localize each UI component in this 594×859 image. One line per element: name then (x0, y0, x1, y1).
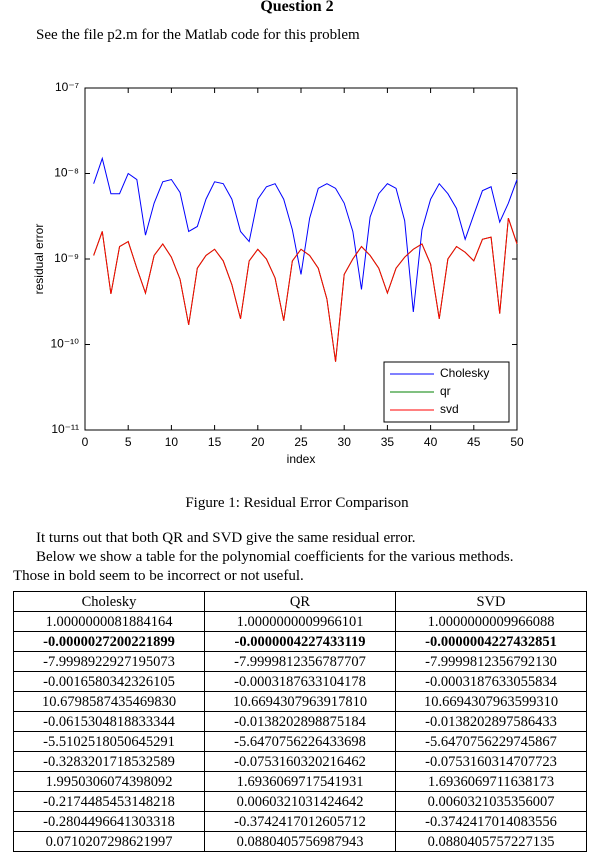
table-cell: 1.6936069711638173 (395, 771, 587, 792)
table-row: -5.5102518050645291 -5.6470756226433698 -5… (13, 731, 587, 752)
table-row: 1.0000000081884164 1.0000000009966101 1.00… (13, 611, 587, 632)
legend-label: qr (440, 384, 451, 398)
y-axis-label: residual error (32, 224, 46, 295)
paragraph: Those in bold seem to be incorrect or no… (13, 568, 304, 584)
table-cell: -0.0003187633055834 (395, 671, 587, 692)
table-row: -0.0615304818833344 -0.0138202898875184 -0… (13, 711, 587, 732)
table-cell: -0.0003187633104178 (204, 671, 396, 692)
column-header: Cholesky (13, 591, 205, 612)
x-tick-label: 0 (82, 435, 89, 449)
x-tick-label: 15 (208, 435, 222, 449)
table-cell: 0.0880405756987943 (204, 831, 396, 852)
table-cell: 10.6694307963599310 (395, 691, 587, 712)
table-cell: 1.0000000081884164 (13, 611, 205, 632)
table-cell: -5.5102518050645291 (13, 731, 205, 752)
table-row: 10.6798587435469830 10.6694307963917810 10… (13, 691, 587, 712)
x-tick-label: 5 (125, 435, 132, 449)
table-cell: -0.0138202897586433 (395, 711, 587, 732)
x-axis-label: index (287, 452, 316, 466)
table-row: -0.0000027200221899 -0.0000004227433119 -0… (13, 631, 587, 652)
paragraph: Below we show a table for the polynomial… (36, 549, 514, 565)
y-tick-label: 10⁻⁷ (55, 80, 79, 94)
table-cell: -0.0000027200221899 (13, 631, 205, 652)
table-row: 0.0710207298621997 0.0880405756987943 0.08… (13, 831, 587, 852)
x-tick-label: 45 (467, 435, 481, 449)
table-cell: -0.3283201718532589 (13, 751, 205, 772)
table-row: -0.2174485453148218 0.0060321031424642 0.0… (13, 791, 587, 812)
table-cell: 0.0880405757227135 (395, 831, 587, 852)
table-cell: -0.3742417012605712 (204, 811, 396, 832)
table-row: -0.3283201718532589 -0.0753160320216462 -0… (13, 751, 587, 772)
x-tick-label: 20 (251, 435, 265, 449)
legend-label: svd (440, 402, 459, 416)
column-header: QR (204, 591, 396, 612)
table-cell: -7.9999812356787707 (204, 651, 396, 672)
y-tick-label: 10⁻⁸ (54, 166, 79, 180)
table-cell: -0.3742417014083556 (395, 811, 587, 832)
chart: 0 5 10 15 20 25 30 35 40 45 50 10⁻¹¹ 10⁻¹⁰ 10⁻⁹ 10⁻⁸ 10… (32, 80, 524, 466)
table-cell: -0.0000004227432851 (395, 631, 587, 652)
table-cell: -0.2804496641303318 (13, 811, 205, 832)
table-row: 1.9950306074398092 1.6936069717541931 1.69… (13, 771, 587, 792)
y-tick-label: 10⁻⁹ (54, 251, 79, 265)
table-cell: -0.0753160314707723 (395, 751, 587, 772)
table-cell: 0.0710207298621997 (13, 831, 205, 852)
table-cell: -0.0138202898875184 (204, 711, 396, 732)
table-cell: 10.6694307963917810 (204, 691, 396, 712)
table-row: -0.2804496641303318 -0.3742417012605712 -0… (13, 811, 587, 832)
x-tick-label: 10 (165, 435, 179, 449)
table-cell: -5.6470756226433698 (204, 731, 396, 752)
x-tick-label: 25 (294, 435, 308, 449)
table: Cholesky QR SVD 1.0000000081884164 1.0000000… (13, 591, 587, 852)
series-line (93, 156, 518, 313)
table-cell: -0.2174485453148218 (13, 791, 205, 812)
y-tick-label: 10⁻¹¹ (51, 422, 79, 436)
table-row: -7.9998922927195073 -7.9999812356787707 -7… (13, 651, 587, 672)
table-cell: -7.9999812356792130 (395, 651, 587, 672)
table-cell: 1.9950306074398092 (13, 771, 205, 792)
x-tick-label: 50 (510, 435, 524, 449)
series-line (93, 218, 518, 362)
table-cell: -0.0000004227433119 (204, 631, 396, 652)
column-header: SVD (395, 591, 587, 612)
table-cell: -5.6470756229745867 (395, 731, 587, 752)
paragraph: It turns out that both QR and SVD give t… (36, 530, 416, 546)
intro: See the file p2.m for the Matlab code fo… (36, 27, 360, 43)
table-cell: -0.0615304818833344 (13, 711, 205, 732)
x-tick-label: 40 (424, 435, 438, 449)
caption: Figure 1: Residual Error Comparison (185, 495, 409, 511)
table-cell: -7.9998922927195073 (13, 651, 205, 672)
table-cell: -0.0753160320216462 (204, 751, 396, 772)
x-tick-label: 35 (381, 435, 395, 449)
legend-label: Cholesky (440, 366, 489, 380)
title: Question 2 (260, 0, 334, 15)
table-cell: 0.0060321031424642 (204, 791, 396, 812)
y-tick-label: 10⁻¹⁰ (51, 337, 80, 351)
table-cell: -0.0016580342326105 (13, 671, 205, 692)
table-cell: 1.0000000009966101 (204, 611, 396, 632)
table-cell: 1.0000000009966088 (395, 611, 587, 632)
table-header: Cholesky QR SVD (13, 591, 587, 612)
table-cell: 1.6936069717541931 (204, 771, 396, 792)
table-cell: 10.6798587435469830 (13, 691, 205, 712)
x-tick-label: 30 (338, 435, 352, 449)
table-cell: 0.0060321035356007 (395, 791, 587, 812)
table-row: -0.0016580342326105 -0.0003187633104178 -0… (13, 671, 587, 692)
